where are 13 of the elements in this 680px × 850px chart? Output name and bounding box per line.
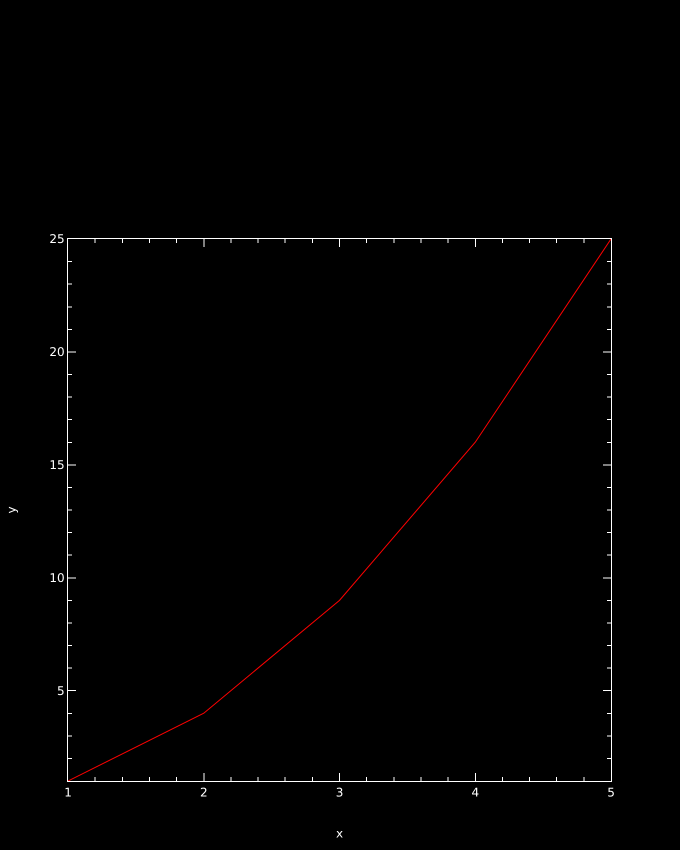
line-series bbox=[68, 239, 611, 781]
y-tick-label: 5 bbox=[56, 684, 65, 698]
x-tick-label: 1 bbox=[64, 785, 72, 800]
y-tick-label: 10 bbox=[49, 570, 65, 585]
y-tick-label: 20 bbox=[49, 345, 65, 360]
x-tick-label: 5 bbox=[607, 785, 615, 800]
y-tick-label: 25 bbox=[49, 232, 65, 246]
x-tick-label: 2 bbox=[200, 785, 208, 800]
x-axis-title: x bbox=[336, 826, 344, 840]
x-tick-label: 3 bbox=[336, 785, 344, 800]
y-axis-title: y bbox=[4, 506, 19, 514]
y-tick-label: 15 bbox=[49, 458, 65, 472]
x-tick-label: 4 bbox=[471, 785, 480, 800]
